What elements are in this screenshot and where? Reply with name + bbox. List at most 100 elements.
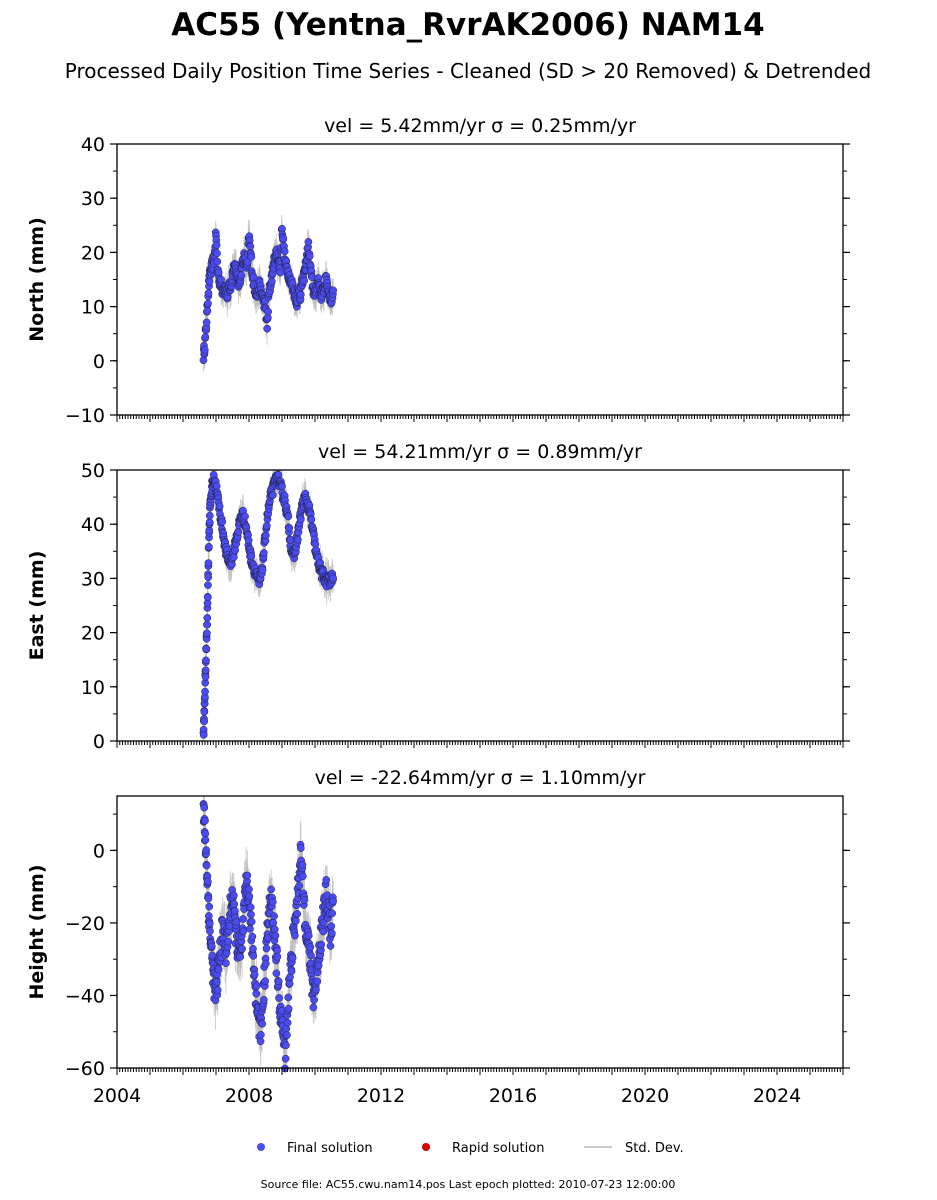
data-point	[202, 318, 211, 327]
data-point	[203, 620, 212, 629]
data-point	[268, 491, 277, 500]
data-point	[291, 931, 299, 940]
data-point	[319, 927, 328, 936]
data-point	[231, 546, 239, 555]
y-axis-label: Height (mm)	[26, 864, 48, 999]
legend-final-marker	[257, 1143, 265, 1151]
data-point	[222, 959, 230, 968]
data-point	[230, 900, 238, 908]
data-point	[252, 982, 261, 990]
data-point	[327, 929, 336, 938]
data-point	[307, 515, 316, 524]
footer-source: Source file: AC55.cwu.nam14.pos Last epo…	[261, 1178, 676, 1191]
data-point	[285, 524, 294, 532]
data-point	[201, 666, 210, 675]
data-point	[271, 931, 280, 940]
panel-1: vel = 5.42mm/yr σ = 0.25mm/yr North (mm) −…	[26, 115, 850, 427]
data-point	[285, 979, 294, 988]
data-point	[241, 512, 249, 521]
data-point	[313, 977, 322, 986]
data-point	[203, 877, 212, 886]
data-point	[247, 910, 255, 919]
y-tick-label: −20	[65, 913, 105, 935]
data-point	[207, 942, 216, 951]
data-point	[245, 892, 254, 901]
data-point	[283, 1018, 292, 1027]
data-point	[214, 965, 223, 974]
data-point	[261, 959, 270, 968]
data-point	[229, 553, 238, 562]
data-point	[212, 482, 221, 491]
data-point	[279, 234, 288, 243]
data-point	[200, 707, 209, 716]
y-tick-label: 10	[81, 297, 105, 319]
data-point	[230, 907, 239, 915]
figure-title: AC55 (Yentna_RvrAK2006) NAM14	[171, 7, 764, 43]
data-point	[204, 581, 212, 589]
x-tick-label: 2004	[93, 1085, 141, 1107]
data-point	[268, 898, 277, 906]
data-point	[203, 306, 212, 315]
data-point	[293, 909, 302, 918]
data-point	[284, 1004, 293, 1013]
data-point	[201, 816, 209, 825]
data-point	[202, 861, 211, 870]
data-point	[205, 919, 214, 928]
data-point	[201, 687, 209, 696]
data-point	[292, 917, 300, 925]
y-tick-label: 40	[81, 514, 105, 536]
data-point	[205, 902, 214, 911]
data-point	[264, 307, 272, 316]
data-point	[257, 1030, 265, 1039]
data-point	[249, 952, 258, 960]
data-point	[293, 535, 302, 544]
panel-title: vel = -22.64mm/yr σ = 1.10mm/yr	[315, 767, 646, 789]
data-point	[244, 536, 253, 545]
data-point	[282, 1041, 290, 1050]
legend-final-label: Final solution	[287, 1141, 373, 1156]
y-tick-label: 50	[81, 460, 105, 482]
data-point	[239, 927, 248, 936]
data-point	[229, 891, 238, 900]
data-point	[200, 717, 208, 726]
data-point	[252, 989, 261, 998]
data-point	[213, 257, 222, 266]
data-point	[274, 977, 283, 986]
x-tick-label: 2008	[225, 1085, 273, 1107]
data-point	[206, 927, 214, 936]
data-point	[273, 952, 282, 961]
data-point	[328, 909, 337, 918]
data-point	[327, 922, 336, 931]
data-point	[288, 954, 297, 962]
data-point	[295, 881, 304, 890]
data-point	[300, 276, 308, 285]
data-point	[300, 896, 309, 904]
data-point	[243, 871, 252, 880]
data-point	[237, 271, 246, 280]
data-point	[201, 836, 210, 844]
x-tick-label: 2012	[357, 1085, 405, 1107]
data-point	[260, 995, 268, 1004]
data-point	[236, 952, 244, 961]
x-tick-label: 2024	[753, 1085, 801, 1107]
data-point	[202, 656, 210, 665]
legend: Final solution Rapid solution Std. Dev.	[257, 1141, 684, 1156]
y-tick-label: 10	[81, 677, 105, 699]
data-point	[247, 253, 256, 261]
panel-2: vel = 54.21mm/yr σ = 0.89mm/yr East (mm) 0…	[26, 441, 850, 753]
data-point	[269, 919, 277, 927]
data-point	[261, 977, 270, 985]
panel-title: vel = 54.21mm/yr σ = 0.89mm/yr	[318, 441, 642, 463]
data-point	[218, 517, 227, 526]
y-tick-label: 40	[81, 134, 105, 156]
data-point	[284, 993, 293, 1002]
data-point	[200, 803, 209, 812]
y-tick-label: 0	[93, 840, 105, 862]
y-tick-label: 30	[81, 188, 105, 210]
data-point	[202, 846, 211, 854]
data-point	[284, 512, 293, 521]
data-point	[203, 593, 212, 602]
panel-title: vel = 5.42mm/yr σ = 0.25mm/yr	[324, 115, 636, 137]
data-point	[326, 942, 335, 950]
